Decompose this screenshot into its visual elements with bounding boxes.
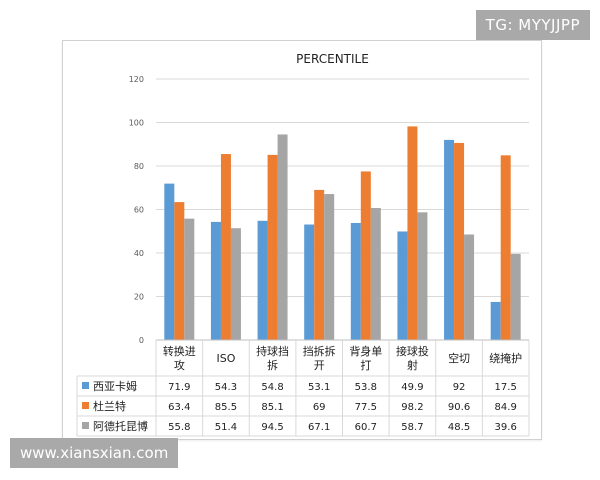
- table-value-3-3: 94.5: [261, 422, 283, 433]
- category-label-7: 空切: [448, 351, 470, 365]
- table-value-2-5: 77.5: [355, 402, 377, 413]
- watermark-top: TG: MYYJJPP: [475, 10, 590, 40]
- bar-1-2: [210, 221, 221, 340]
- bar-2-5: [360, 171, 371, 340]
- chart-frame: PERCENTILE 0 20 40 60 80 100 120 转换进攻 ISO 持球挡拆 挡拆拆开…: [62, 40, 542, 440]
- legend-label-3: 阿德托昆博: [93, 419, 148, 433]
- bar-3-5: [370, 207, 381, 340]
- table-value-3-1: 55.8: [168, 422, 190, 433]
- table-value-2-1: 63.4: [168, 402, 190, 413]
- bar-2-1: [174, 202, 185, 340]
- bar-2-4: [314, 189, 325, 340]
- table-value-3-7: 48.5: [448, 422, 470, 433]
- bar-2-6: [407, 126, 418, 340]
- table-value-3-2: 51.4: [215, 422, 237, 433]
- table-value-2-2: 85.5: [215, 402, 237, 413]
- bar-2-3: [267, 154, 278, 340]
- bar-1-5: [350, 222, 361, 340]
- legend-key-1: [82, 382, 89, 389]
- category-label-8: 绕掩护: [489, 351, 522, 365]
- legend-label-2: 杜兰特: [93, 399, 126, 413]
- bar-1-7: [444, 139, 455, 340]
- category-label-4: 挡拆拆开: [303, 344, 336, 372]
- table-value-1-8: 17.5: [495, 382, 517, 393]
- table-value-3-8: 39.6: [495, 422, 517, 433]
- category-label-2: ISO: [216, 352, 235, 365]
- bar-3-7: [464, 234, 475, 340]
- bar-2-7: [454, 142, 465, 340]
- bar-3-3: [277, 134, 288, 340]
- bar-2-8: [500, 155, 511, 340]
- table-value-1-1: 71.9: [168, 382, 190, 393]
- bar-1-6: [397, 231, 408, 340]
- table-value-2-7: 90.6: [448, 402, 470, 413]
- category-label-1: 转换进攻: [163, 344, 196, 372]
- bar-1-8: [490, 301, 501, 340]
- bar-3-6: [417, 212, 428, 340]
- y-tick-label: 80: [134, 162, 144, 171]
- table-value-1-2: 54.3: [215, 382, 237, 393]
- bar-3-8: [510, 253, 521, 340]
- legend-key-2: [82, 402, 89, 409]
- table-value-1-4: 53.1: [308, 382, 330, 393]
- y-tick-label: 20: [134, 293, 144, 302]
- table-value-2-4: 69: [313, 402, 326, 413]
- table-value-3-5: 60.7: [355, 422, 377, 433]
- category-label-6: 接球投射: [396, 344, 429, 372]
- table-value-2-6: 98.2: [401, 402, 423, 413]
- y-tick-label: 100: [129, 119, 144, 128]
- legend-label-1: 西亚卡姆: [93, 379, 137, 393]
- percentile-chart: PERCENTILE 0 20 40 60 80 100 120 转换进攻 ISO 持球挡拆挡拆拆开…: [76, 52, 530, 437]
- watermark-bottom: www.xiansxian.com: [10, 438, 179, 468]
- y-tick-label: 40: [134, 249, 144, 258]
- bar-2-2: [220, 154, 231, 340]
- table-value-1-6: 49.9: [401, 382, 423, 393]
- bar-3-1: [184, 218, 195, 340]
- y-tick-label: 60: [134, 206, 144, 215]
- category-label-5: 背身单打: [349, 344, 382, 372]
- bar-1-1: [164, 183, 175, 340]
- bar-1-3: [257, 220, 268, 340]
- table-value-1-7: 92: [453, 382, 466, 393]
- legend-key-3: [82, 422, 89, 429]
- table-value-3-6: 58.7: [401, 422, 423, 433]
- table-value-1-5: 53.8: [355, 382, 377, 393]
- bar-3-4: [324, 194, 335, 340]
- bar-3-2: [230, 228, 241, 340]
- table-value-1-3: 54.8: [261, 382, 283, 393]
- table-value-3-4: 67.1: [308, 422, 330, 433]
- y-tick-label: 0: [139, 336, 144, 345]
- y-tick-label: 120: [129, 75, 144, 84]
- bar-1-4: [304, 224, 315, 340]
- category-label-3: 持球挡拆: [256, 344, 289, 372]
- chart-title: PERCENTILE: [296, 52, 369, 66]
- table-value-2-3: 85.1: [261, 402, 283, 413]
- table-value-2-8: 84.9: [495, 402, 517, 413]
